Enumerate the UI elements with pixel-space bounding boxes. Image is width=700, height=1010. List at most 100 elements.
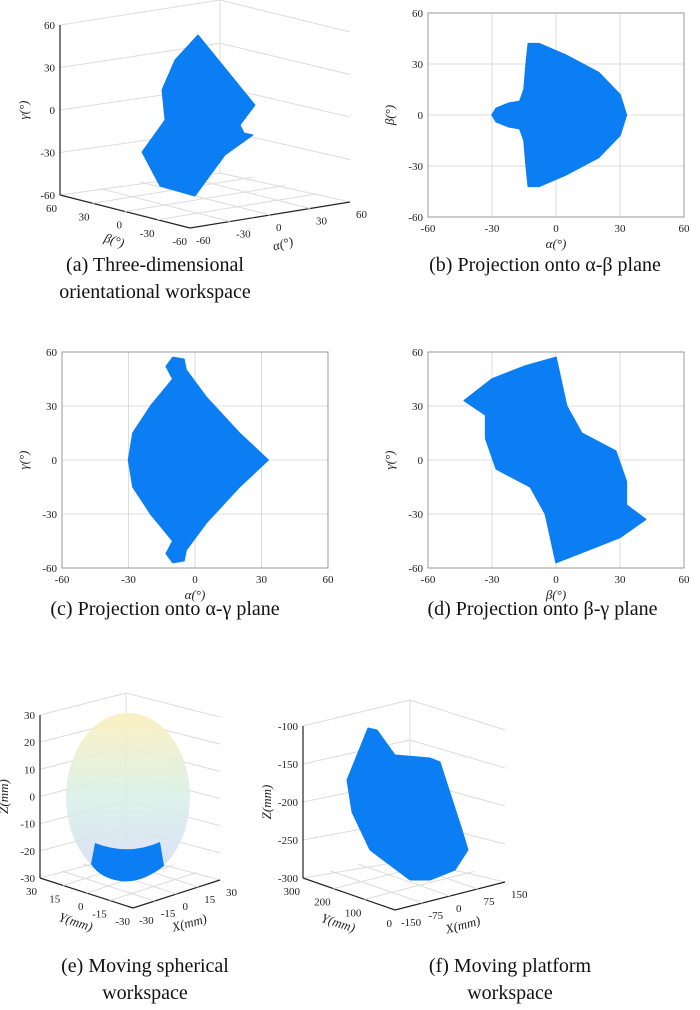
grid-line-z [409,739,506,769]
x-tick-label: 30 [226,887,238,899]
y-tick-label: -60 [408,563,423,575]
caption-f-line2: workspace [467,982,553,1004]
floor-grid-line [99,188,231,222]
x-tick-label: -60 [421,574,436,586]
y-tick-label: 0 [387,918,393,930]
z-tick-label: -100 [278,721,299,733]
x-axis-label: β(°) [545,587,566,602]
x-tick-label: 0 [192,574,198,586]
plot-frame-d [427,351,685,569]
x-tick-label: 30 [615,574,627,586]
y-tick-label: 30 [26,886,38,898]
y-tick-label: 0 [78,901,84,913]
caption-e-line1: (e) Moving spherical [61,955,229,977]
y-tick-label: -30 [115,916,130,928]
grid-line-z [409,699,506,731]
caption-f-line1: (f) Moving platform [428,955,592,977]
x-tick-label: 30 [615,223,627,235]
y-tick-label: 30 [412,401,424,413]
x-tick-label: 15 [204,894,216,906]
z-tick-label: 0 [50,105,56,117]
grid-line-z [59,0,221,26]
z-tick-label: -60 [40,190,55,202]
x-tick-label: 60 [323,574,335,586]
x-tick-label: 60 [679,223,691,235]
floor-grid-line [139,181,271,216]
y-tick-label: 60 [46,203,58,215]
workspace-shape-f [346,727,469,881]
grid-line-z [302,699,411,727]
z-tick-label: -200 [278,797,299,809]
y-axis-label: Y(mm) [57,909,95,934]
caption-e: (e) Moving spherical workspace [20,953,270,1007]
y-tick-label: -60 [172,236,187,248]
caption-a: (a) Three-dimensional orientational work… [20,252,290,306]
x-tick-label: -60 [421,223,436,235]
x-tick-label: 0 [553,223,559,235]
x-tick-label: 75 [484,896,496,908]
workspace-region-c [127,356,269,564]
grid-line-z [219,42,351,75]
sphere-surface [66,713,190,881]
plot-frame-c [61,351,329,569]
x-tick-label: 60 [356,209,368,221]
y-tick-label: 300 [284,886,301,898]
z-tick-label: -30 [40,148,55,160]
y-tick-label: -30 [408,509,423,521]
y-tick-label: 60 [412,347,424,359]
floor-grid-line [61,870,155,902]
z-tick-label: -20 [20,846,35,858]
caption-f: (f) Moving platform workspace [380,953,640,1007]
caption-c: (c) Projection onto α-γ plane [50,598,280,620]
x-axis-label: X(mm) [443,913,482,937]
y-tick-label: 60 [412,8,424,20]
x-axis-label: α(°) [546,236,567,251]
y-axis [302,877,396,911]
y-tick-label: 0 [117,220,123,232]
x-tick-label: 30 [316,216,328,228]
caption-d: (d) Projection onto β-γ plane [427,598,658,620]
x-tick-label: -30 [485,223,500,235]
x-tick-label: -15 [161,908,176,920]
caption-a-line2: orientational workspace [59,281,251,303]
grid-line-z [302,739,411,765]
z-tick-label: -250 [278,835,299,847]
x-tick-label: -60 [55,574,70,586]
caption-a-line1: (a) Three-dimensional [66,254,244,276]
x-tick-label: 0 [183,901,189,913]
z-tick-label: 0 [30,792,36,804]
caption-b: (b) Projection onto α-β plane [429,254,661,276]
workspace-region-b [491,42,628,188]
x-tick-label: 150 [511,889,528,901]
z-tick-label: 30 [24,710,36,722]
y-axis-label: β(°) [101,230,126,251]
z-tick-label: -10 [20,819,35,831]
z-tick-label: 30 [44,63,56,75]
y-tick-label: 30 [46,401,58,413]
grid-line-z [219,0,351,33]
z-tick-label: -150 [278,759,299,771]
y-axis-label: β(°) [382,105,397,126]
x-tick-label: -30 [236,229,251,241]
workspace-shape-a [141,34,256,197]
y-tick-label: 0 [418,110,424,122]
y-tick-label: 100 [345,907,362,919]
x-tick-label: 0 [276,222,282,234]
z-tick-label: -300 [278,873,299,885]
x-tick-label: -30 [485,574,500,586]
y-tick-label: 0 [52,455,58,467]
floor-grid-line [330,870,423,904]
y-tick-label: 15 [49,894,61,906]
y-tick-label: -30 [408,161,423,173]
y-tick-label: 30 [412,59,424,71]
y-tick-label: 30 [79,211,91,223]
workspace-region-d [463,356,647,564]
floor-grid-line [357,863,451,897]
x-tick-label: 60 [679,574,691,586]
x-tick-label: -150 [401,917,422,929]
y-tick-label: 200 [314,897,331,909]
z-tick-label: 10 [24,764,36,776]
y-tick-label: -30 [140,228,155,240]
z-tick-label: 20 [24,737,36,749]
